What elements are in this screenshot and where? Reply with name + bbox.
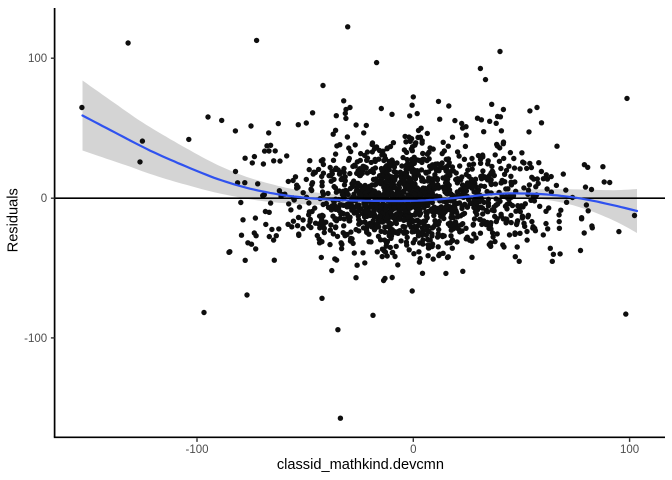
svg-text:Residuals: Residuals (6, 188, 22, 252)
svg-text:0: 0 (41, 193, 47, 205)
svg-text:0: 0 (410, 444, 416, 456)
svg-text:-100: -100 (185, 444, 208, 456)
svg-text:100: 100 (620, 444, 639, 456)
svg-text:-100: -100 (24, 333, 47, 345)
svg-text:classid_mathkind.devcmn: classid_mathkind.devcmn (277, 457, 444, 473)
svg-text:100: 100 (28, 53, 47, 65)
